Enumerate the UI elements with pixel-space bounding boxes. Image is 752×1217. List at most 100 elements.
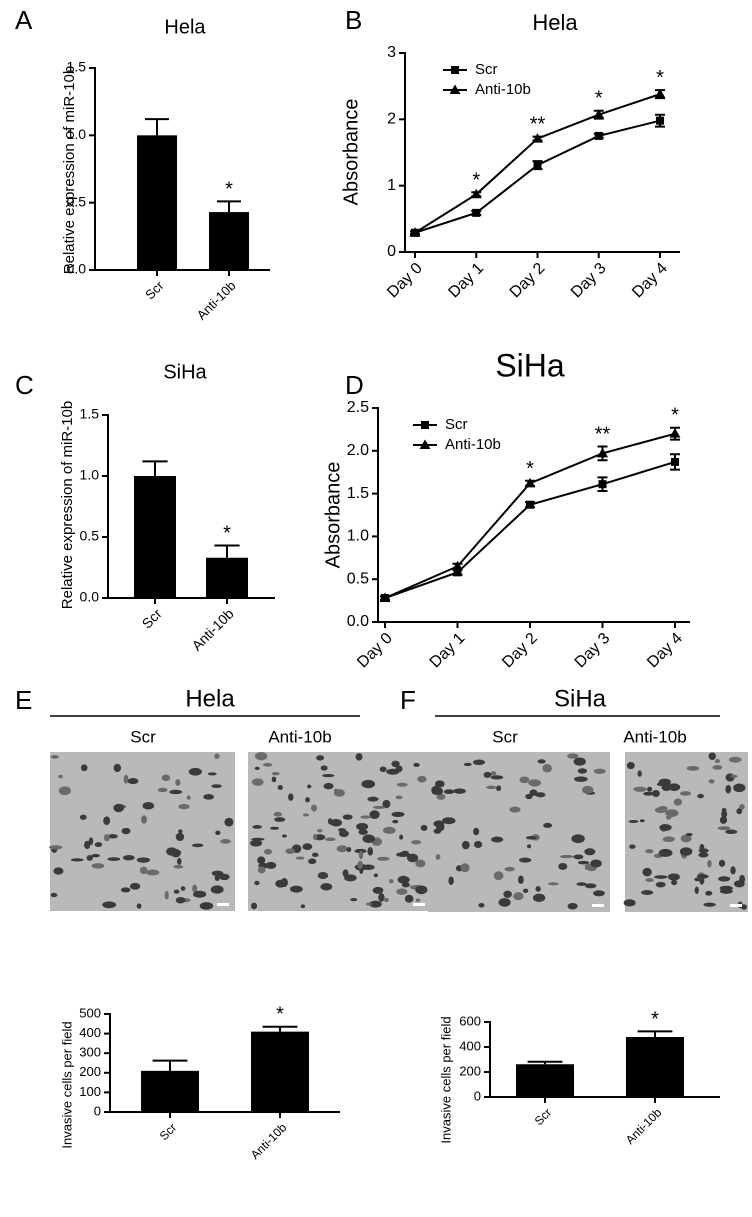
cell — [573, 776, 588, 782]
y-tick-label: 1.0 — [67, 126, 87, 142]
cell — [593, 890, 605, 897]
cell — [448, 876, 454, 885]
cell — [214, 874, 220, 881]
cell — [730, 774, 738, 778]
legend-marker — [419, 439, 431, 449]
cell — [94, 842, 103, 848]
cell — [417, 775, 427, 783]
cell — [103, 816, 111, 826]
cell — [503, 890, 512, 898]
cell — [576, 882, 587, 886]
cell — [300, 904, 306, 909]
cell — [113, 803, 125, 813]
cell — [295, 856, 305, 860]
y-tick-label: 400 — [459, 1038, 481, 1053]
x-tick-label: Day 2 — [499, 630, 541, 672]
y-tick-label: 2 — [387, 111, 396, 128]
panel-label: F — [400, 685, 416, 715]
bar — [134, 476, 176, 598]
significance: * — [671, 405, 679, 427]
x-tick-label: Day 0 — [354, 630, 396, 672]
point — [669, 428, 681, 438]
x-tick-label: Scr — [532, 1105, 555, 1128]
cell — [535, 886, 541, 892]
cell — [91, 853, 100, 858]
cell — [84, 840, 91, 850]
cell — [478, 903, 485, 908]
cell — [58, 786, 71, 796]
error-bar — [142, 460, 168, 476]
cell — [323, 782, 334, 790]
cell — [271, 772, 280, 776]
cell — [356, 822, 369, 831]
cell — [645, 849, 654, 854]
cell — [496, 785, 502, 792]
cell — [647, 786, 653, 792]
cell — [719, 816, 728, 824]
point — [598, 480, 607, 489]
y-tick-label: 0 — [387, 243, 396, 260]
point — [593, 109, 605, 119]
point — [470, 188, 482, 199]
cell — [280, 878, 288, 888]
cell — [355, 753, 363, 761]
cell — [288, 793, 294, 801]
cell — [325, 837, 336, 842]
bar — [626, 1037, 684, 1097]
panel-label: D — [345, 370, 364, 400]
cell — [372, 886, 384, 894]
error-bar — [145, 118, 169, 136]
y-tick-label: 0 — [94, 1103, 101, 1118]
cell — [504, 866, 515, 872]
cell — [164, 891, 169, 900]
cell — [192, 884, 198, 893]
cell — [730, 866, 736, 875]
cell — [362, 834, 376, 843]
cell — [584, 848, 596, 856]
cell — [203, 794, 215, 800]
cell — [102, 901, 117, 909]
cell — [254, 880, 260, 886]
point — [532, 133, 543, 143]
cell — [658, 778, 671, 786]
cell — [400, 875, 407, 883]
cell — [558, 863, 568, 870]
cell — [257, 866, 266, 874]
cell — [721, 810, 728, 818]
scale-bar — [413, 903, 425, 906]
cell — [193, 890, 207, 898]
cell — [463, 762, 472, 767]
cell — [473, 840, 483, 849]
cell — [333, 789, 345, 797]
micrograph — [50, 752, 235, 911]
cell — [277, 785, 283, 791]
cell — [178, 829, 183, 834]
cell — [733, 783, 746, 793]
cell — [367, 847, 374, 856]
cell — [250, 839, 263, 847]
cell — [573, 757, 586, 766]
cell — [389, 878, 394, 884]
cell — [725, 829, 738, 834]
cell — [542, 763, 552, 773]
cell — [350, 898, 358, 902]
cell — [490, 775, 504, 780]
cell — [379, 766, 387, 772]
cell — [626, 761, 635, 770]
cell — [739, 803, 745, 810]
cell — [581, 785, 594, 794]
cell — [699, 843, 705, 853]
cell — [336, 845, 348, 853]
cell — [136, 857, 151, 863]
cell — [642, 867, 652, 877]
bar — [141, 1070, 199, 1112]
cell — [628, 819, 639, 823]
cell — [391, 811, 405, 817]
cell — [658, 806, 668, 811]
y-tick-label: 0.5 — [347, 570, 369, 587]
cell — [285, 848, 296, 854]
y-axis-label: Invasive cells per field — [59, 1021, 74, 1148]
cell — [177, 857, 182, 865]
cell — [103, 834, 110, 842]
cell — [718, 859, 726, 867]
